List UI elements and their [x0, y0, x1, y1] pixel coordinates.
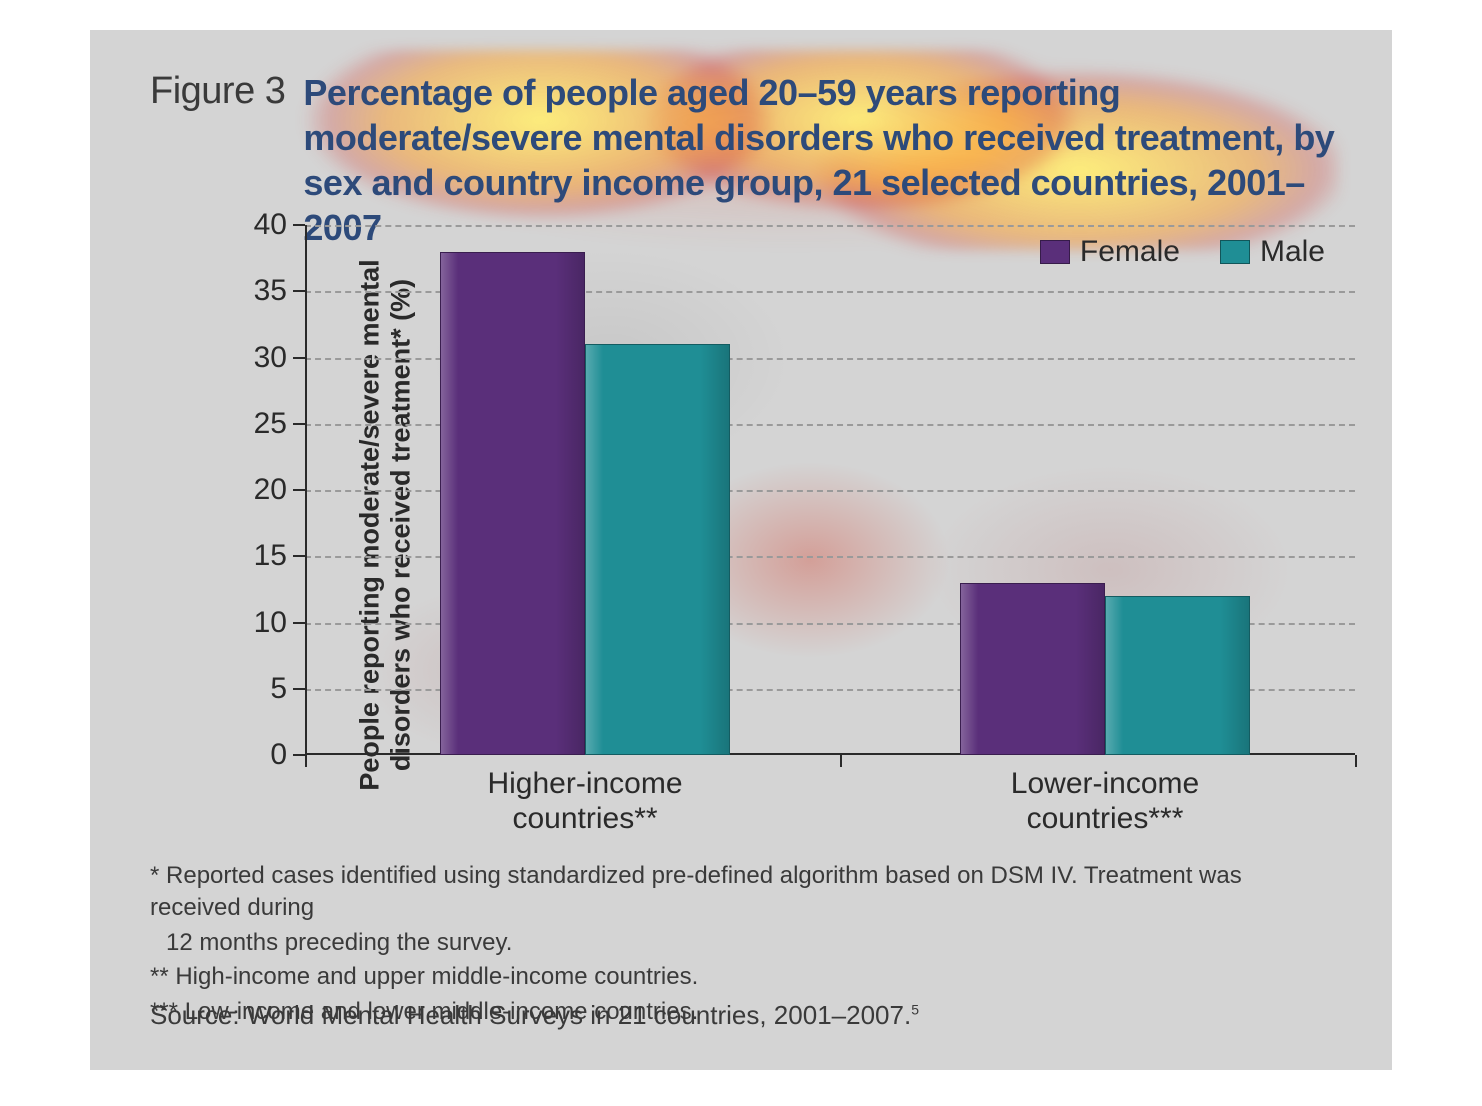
bar-shine	[586, 345, 729, 754]
figure-title-row: Figure 3 Percentage of people aged 20–59…	[150, 70, 1352, 250]
y-tick-label: 35	[254, 274, 287, 308]
y-tick-label: 0	[270, 738, 287, 772]
y-tick	[293, 224, 305, 226]
bar-male	[585, 344, 730, 755]
y-tick-label: 10	[254, 606, 287, 640]
bar-shine	[441, 253, 584, 755]
y-tick	[293, 754, 305, 756]
bar-male	[1105, 596, 1250, 755]
source-line: Source: World Mental Health Surveys in 2…	[150, 1000, 1332, 1031]
y-tick-label: 20	[254, 473, 287, 507]
x-tick	[305, 755, 307, 767]
plot-area: Female Male 0510152025303540Higher-incom…	[305, 225, 1355, 755]
bars-layer	[305, 225, 1355, 755]
source-sup: 5	[911, 1001, 919, 1017]
y-tick	[293, 555, 305, 557]
category-label: Higher-incomecountries**	[487, 767, 682, 836]
bar-female	[960, 583, 1105, 755]
footnote-2: ** High-income and upper middle-income c…	[150, 961, 1332, 993]
chart-area: People reporting moderate/severe mentald…	[130, 225, 1360, 825]
category-label: Lower-incomecountries***	[1011, 767, 1199, 836]
x-tick	[1355, 755, 1357, 767]
y-tick	[293, 357, 305, 359]
figure-title: Percentage of people aged 20–59 years re…	[303, 70, 1352, 250]
y-tick	[293, 688, 305, 690]
y-tick-label: 5	[270, 672, 287, 706]
y-tick	[293, 423, 305, 425]
bar-shine	[1106, 597, 1249, 754]
footnote-1b: 12 months preceding the survey.	[150, 927, 1332, 959]
figure-label: Figure 3	[150, 70, 285, 113]
figure-container: Figure 3 Percentage of people aged 20–59…	[90, 30, 1392, 1070]
y-tick-label: 15	[254, 539, 287, 573]
x-tick	[840, 755, 842, 767]
bar-female	[440, 252, 585, 756]
y-tick	[293, 489, 305, 491]
source-text: Source: World Mental Health Surveys in 2…	[150, 1000, 911, 1030]
y-tick-label: 40	[254, 208, 287, 242]
y-tick-label: 25	[254, 407, 287, 441]
y-tick	[293, 290, 305, 292]
bar-shine	[961, 584, 1104, 754]
footnote-1: * Reported cases identified using standa…	[150, 860, 1332, 925]
y-tick	[293, 622, 305, 624]
y-tick-label: 30	[254, 341, 287, 375]
